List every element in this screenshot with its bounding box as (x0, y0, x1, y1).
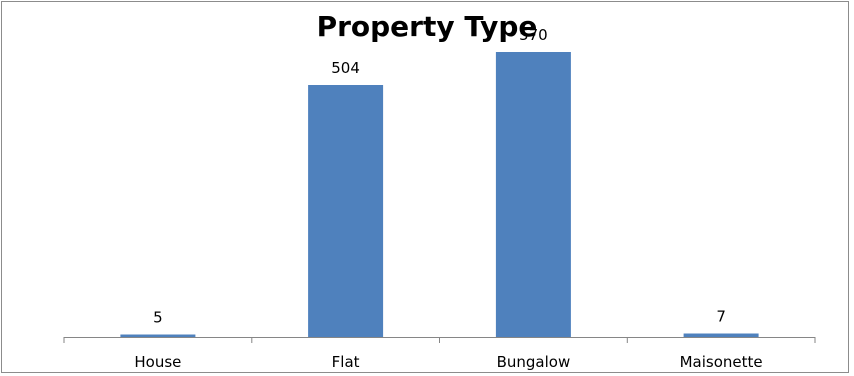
data-label-maisonette: 7 (716, 308, 726, 326)
chart-title: Property Type (316, 10, 538, 43)
bar-flat (308, 85, 384, 337)
x-tick-label-maisonette: Maisonette (680, 353, 763, 371)
bar-bungalow (495, 52, 571, 337)
x-tick-label-bungalow: Bungalow (497, 353, 571, 371)
data-label-bungalow: 570 (519, 26, 548, 44)
x-tick-label-flat: Flat (332, 353, 360, 371)
bar-maisonette (683, 333, 759, 337)
bars-layer (120, 52, 759, 337)
bar-house (120, 334, 196, 337)
x-tick-label-house: House (134, 353, 181, 371)
x-ticks (63, 337, 816, 343)
data-label-flat: 504 (331, 59, 360, 77)
data-labels: 5 504 570 7 (153, 26, 726, 327)
data-label-house: 5 (153, 309, 163, 327)
category-labels: House Flat Bungalow Maisonette (134, 353, 762, 371)
